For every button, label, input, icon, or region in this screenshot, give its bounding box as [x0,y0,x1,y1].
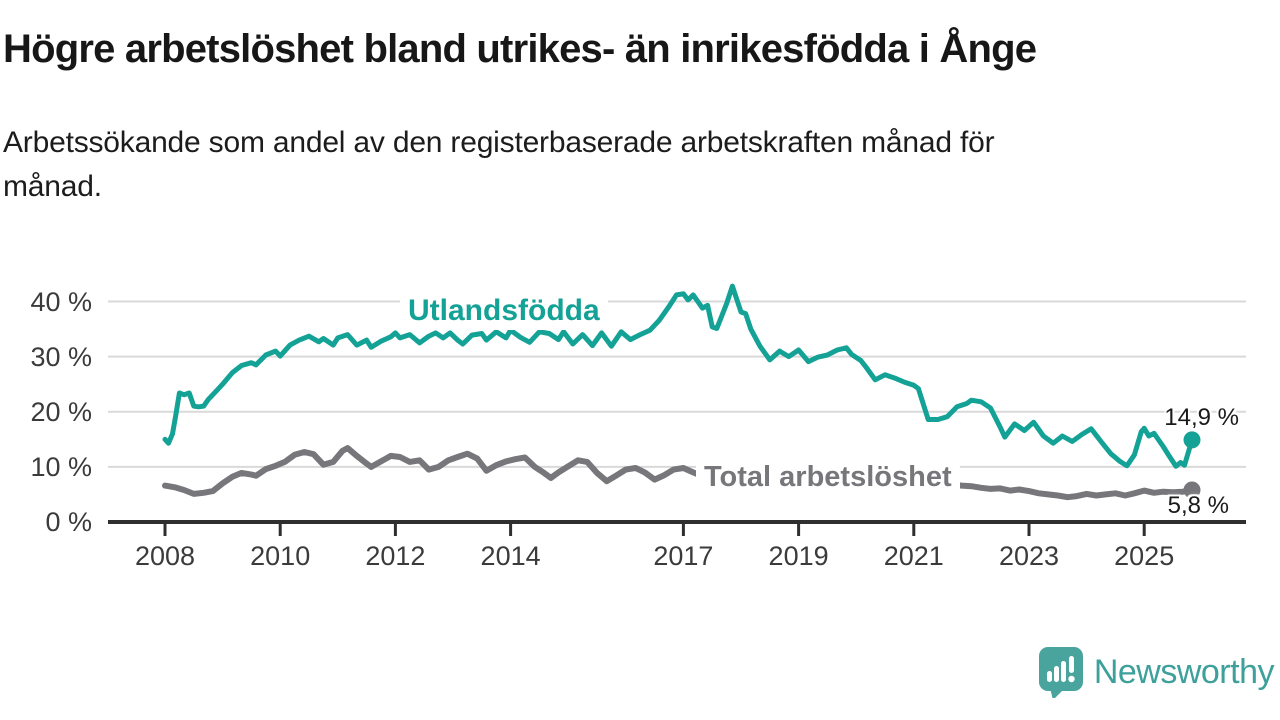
series-label-utlandsfodda: Utlandsfödda [400,292,608,330]
y-axis-tick-label: 30 % [30,341,92,372]
x-axis-ticks [163,523,1146,536]
gridlines [108,300,1246,468]
x-axis-tick-label: 2023 [998,541,1060,571]
y-axis-tick-label: 10 % [30,451,92,482]
series-end-dot-utlandsfodda [1183,431,1201,449]
x-axis-tick-label: 2019 [768,541,829,571]
y-axis-tick-label: 20 % [30,396,92,427]
x-axis-tick-label: 2014 [480,541,541,571]
page-title: Högre arbetslöshet bland utrikes- än inr… [3,27,1037,71]
x-axis-tick-label: 2021 [883,541,944,571]
subtitle-line-1: Arbetssökande som andel av den registerb… [3,126,995,159]
y-axis-tick-label: 40 % [30,286,92,317]
subtitle-line-2: månad. [3,170,102,203]
end-value-label-utlandsfodda: 14,9 % [1164,404,1239,431]
newsworthy-logo-text: Newsworthy [1093,652,1275,691]
series-line-utlandsfodda [162,283,1195,469]
series-label-total-arbetsloshet: Total arbetslöshet [696,459,960,496]
series-end-dot-total [1183,481,1201,499]
x-axis-tick-label: 2025 [1114,541,1175,571]
x-axis-tick-label: 2017 [653,541,714,571]
x-axis-tick-label: 2008 [134,541,196,571]
end-value-label-total: 5,8 % [1167,492,1229,519]
series-line-total-arbetsloshet [162,445,1195,501]
x-axis-tick-label: 2010 [250,541,311,571]
y-axis-tick-label: 0 % [45,507,92,537]
newsworthy-logo-icon [1038,647,1083,698]
newsworthy-logo: Newsworthy [1038,646,1275,698]
x-axis-tick-label: 2012 [365,541,426,571]
